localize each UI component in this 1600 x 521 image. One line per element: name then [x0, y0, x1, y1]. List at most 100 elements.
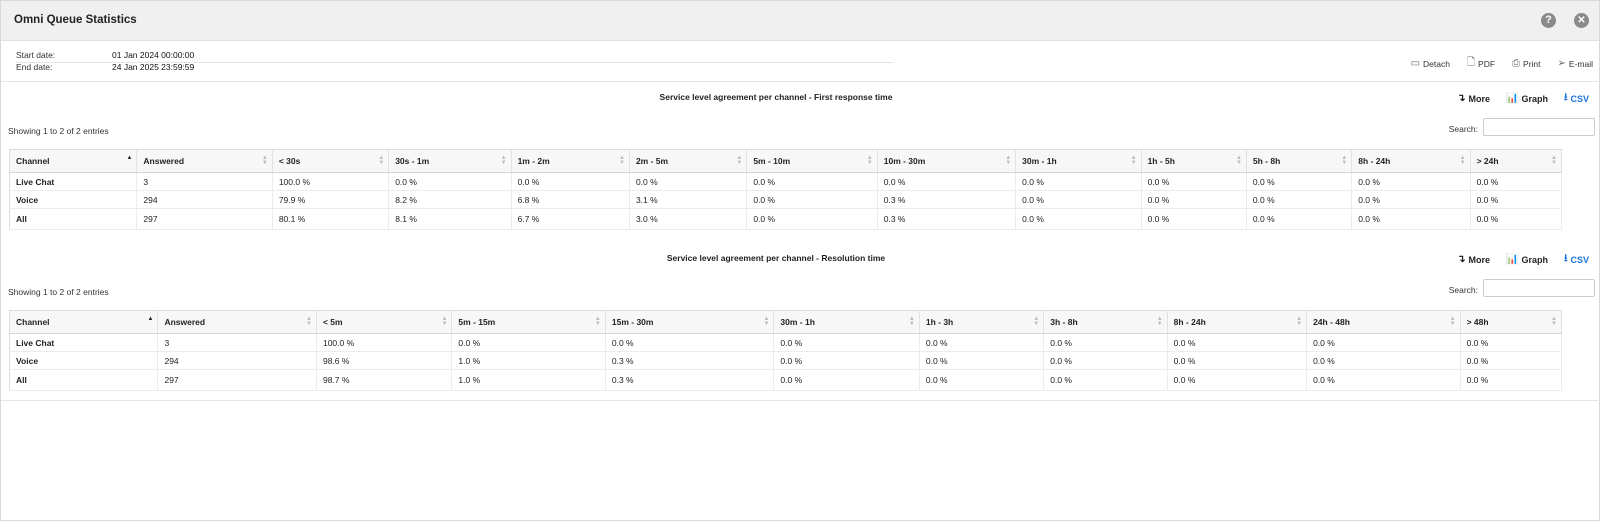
section-title: Service level agreement per channel - Re…: [666, 253, 886, 263]
sort-icon: ▲ ▼: [908, 316, 915, 327]
more-button[interactable]: ↴ More: [1457, 251, 1490, 268]
graph-button[interactable]: 📊 Graph: [1506, 251, 1548, 268]
column-header[interactable]: 5m - 10m ▲ ▼: [746, 149, 878, 173]
column-header[interactable]: 24h - 48h ▲ ▼: [1306, 310, 1461, 334]
table-cell: 0.3 %: [605, 369, 775, 391]
table-cell: 0.0 %: [1015, 190, 1142, 209]
sort-icon: ▲ ▼: [1033, 316, 1040, 327]
column-header[interactable]: Channel ▲: [9, 310, 159, 334]
column-header-label: 5m - 15m: [458, 317, 496, 327]
column-header[interactable]: 15m - 30m ▲ ▼: [605, 310, 775, 334]
sort-icon: ▲ ▼: [619, 155, 625, 166]
csv-button[interactable]: ⭳ CSV: [1564, 251, 1589, 268]
channel-cell: All: [9, 208, 138, 230]
column-header-label: 3h - 8h: [1050, 317, 1078, 327]
table-cell: 0.0 %: [1141, 208, 1247, 230]
column-header[interactable]: 30s - 1m ▲ ▼: [388, 149, 512, 173]
column-header[interactable]: Answered ▲ ▼: [136, 149, 273, 173]
table-cell: 0.0 %: [1167, 333, 1308, 352]
graph-label: Graph: [1521, 254, 1548, 265]
column-header-label: Answered: [143, 156, 185, 166]
end-date-row: End date: 24 Jan 2025 23:59:59: [16, 62, 893, 73]
table-cell: 0.0 %: [1306, 369, 1461, 391]
sort-icon: ▲ ▼: [866, 155, 873, 166]
table-cell: 0.0 %: [1141, 172, 1247, 191]
column-header[interactable]: < 30s ▲ ▼: [272, 149, 390, 173]
column-header-label: 5m - 10m: [753, 156, 791, 166]
sort-icon: ▲ ▼: [261, 155, 268, 166]
column-header[interactable]: 2m - 5m ▲ ▼: [629, 149, 748, 173]
table-cell: 1.0 %: [451, 351, 606, 370]
column-header[interactable]: 5h - 8h ▲ ▼: [1246, 149, 1353, 173]
column-header-label: 30m - 1h: [1022, 156, 1057, 166]
search-input[interactable]: [1483, 118, 1595, 136]
column-header[interactable]: 8h - 24h ▲ ▼: [1167, 310, 1308, 334]
column-header[interactable]: 1h - 3h ▲ ▼: [919, 310, 1045, 334]
table-cell: 0.0 %: [919, 351, 1045, 370]
table-cell: 0.0 %: [1351, 190, 1471, 209]
column-header[interactable]: 30m - 1h ▲ ▼: [1015, 149, 1142, 173]
table-cell: 0.0 %: [773, 333, 920, 352]
print-label: Print: [1523, 58, 1541, 69]
column-header[interactable]: > 24h ▲ ▼: [1470, 149, 1563, 173]
column-header[interactable]: 5m - 15m ▲ ▼: [451, 310, 606, 334]
more-button[interactable]: ↴ More: [1457, 90, 1490, 107]
table-cell: 0.0 %: [1460, 351, 1563, 370]
table-cell: 3: [157, 333, 317, 352]
table-cell: 0.0 %: [605, 333, 775, 352]
table-cell: 0.3 %: [877, 190, 1017, 209]
arrow-down-icon: ↴: [1457, 93, 1466, 104]
column-header[interactable]: 30m - 1h ▲ ▼: [773, 310, 920, 334]
close-icon[interactable]: ✕: [1574, 13, 1589, 28]
column-header[interactable]: 1m - 2m ▲ ▼: [511, 149, 630, 173]
more-label: More: [1468, 254, 1491, 265]
column-header-label: 1h - 3h: [925, 317, 954, 327]
channel-cell: Voice: [9, 190, 138, 209]
table-cell: 79.9 %: [272, 190, 390, 209]
download-icon: ⭳: [1563, 92, 1568, 103]
title-bar: Omni Queue Statistics ? ✕: [1, 1, 1599, 41]
pdf-button[interactable]: 🗋 PDF: [1467, 55, 1495, 72]
column-header[interactable]: 1h - 5h ▲ ▼: [1141, 149, 1247, 173]
table-cell: 8.2 %: [388, 190, 512, 209]
table-cell: 294: [136, 190, 273, 209]
column-header[interactable]: Answered ▲ ▼: [157, 310, 317, 334]
csv-label: CSV: [1570, 254, 1589, 265]
help-icon[interactable]: ?: [1541, 13, 1556, 28]
table-cell: 0.0 %: [773, 351, 920, 370]
section-actions: ↴ More 📊 Graph ⭳ CSV: [1457, 251, 1589, 268]
column-header[interactable]: 3h - 8h ▲ ▼: [1043, 310, 1168, 334]
sort-icon: ▲ ▼: [378, 155, 385, 166]
column-header[interactable]: > 48h ▲ ▼: [1460, 310, 1563, 334]
bar-chart-icon: 📊: [1506, 254, 1519, 265]
divider: [1, 400, 1600, 401]
search-label: Search:: [1448, 124, 1478, 134]
column-header[interactable]: Channel ▲: [9, 149, 138, 173]
table-cell: 0.0 %: [629, 172, 748, 191]
table-row: Voice 294 98.6 % 1.0 % 0.3 % 0.0 % 0.0 % 0.0 % 0…: [9, 351, 1563, 370]
sort-asc-icon: ▲: [147, 316, 154, 322]
column-header[interactable]: 10m - 30m ▲ ▼: [877, 149, 1017, 173]
search-input[interactable]: [1483, 279, 1595, 297]
csv-button[interactable]: ⭳ CSV: [1564, 90, 1589, 107]
total-row: All 297 80.1 % 8.1 % 6.7 % 3.0 % 0.0 % 0.3 % 0.0…: [9, 208, 1563, 230]
column-header-label: Channel: [16, 317, 50, 327]
table-cell: 0.0 %: [919, 333, 1045, 352]
table-cell: 297: [157, 369, 317, 391]
detach-button[interactable]: ▭ Detach: [1411, 55, 1450, 72]
column-header[interactable]: 8h - 24h ▲ ▼: [1351, 149, 1471, 173]
table-cell: 0.0 %: [746, 190, 878, 209]
bar-chart-icon: 📊: [1506, 93, 1519, 104]
print-button[interactable]: ⎙ Print: [1512, 55, 1540, 72]
email-button[interactable]: ➢ E-mail: [1558, 55, 1593, 72]
column-header[interactable]: < 5m ▲ ▼: [316, 310, 453, 334]
column-header-label: 30m - 1h: [780, 317, 815, 327]
arrow-down-icon: ↴: [1457, 254, 1466, 265]
graph-button[interactable]: 📊 Graph: [1506, 90, 1548, 107]
column-header-label: 5h - 8h: [1252, 156, 1281, 166]
table-cell: 0.0 %: [1141, 190, 1247, 209]
download-icon: ⭳: [1563, 253, 1568, 264]
column-header-label: 1m - 2m: [517, 156, 550, 166]
more-label: More: [1468, 93, 1491, 104]
